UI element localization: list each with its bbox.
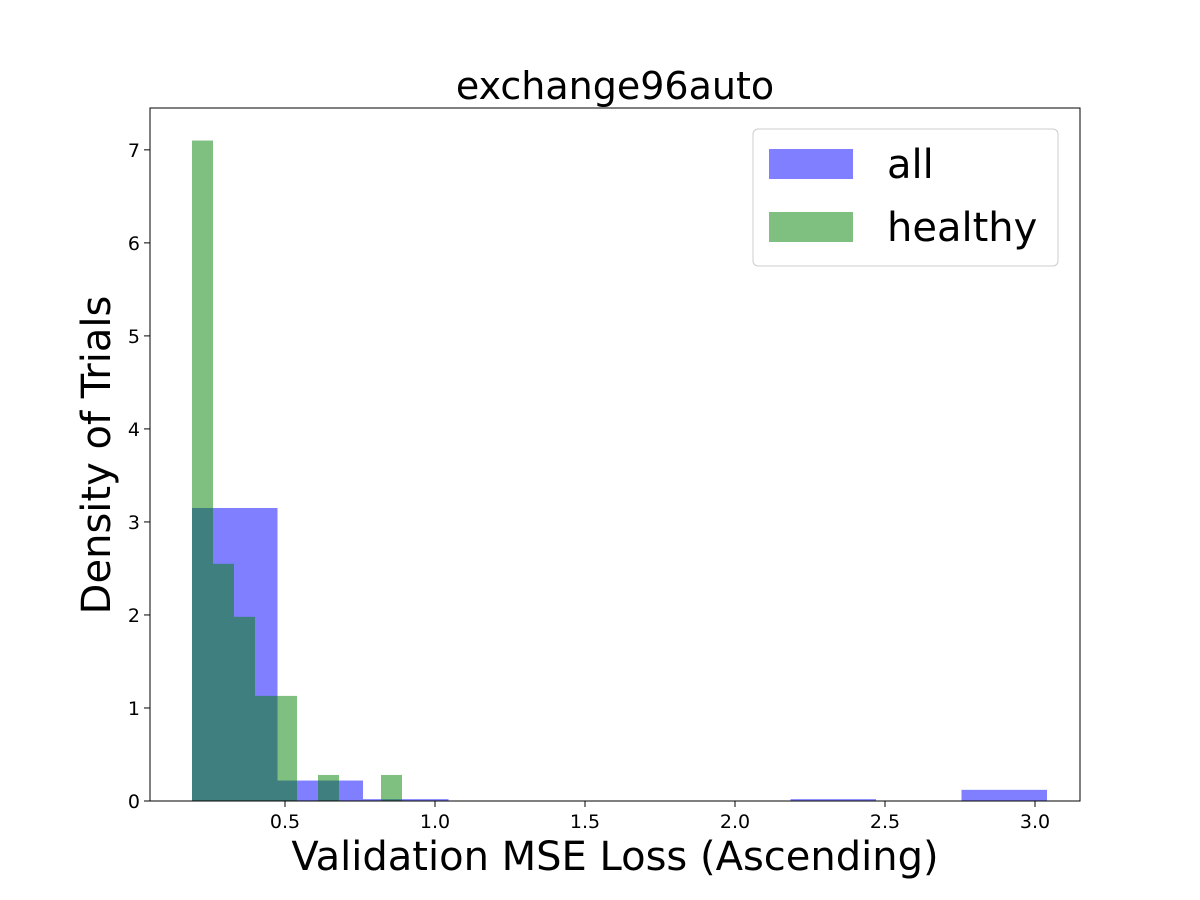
legend-swatch-healthy	[769, 212, 853, 242]
y-tick-label: 5	[128, 326, 140, 348]
bar-healthy-0	[192, 140, 213, 801]
x-tick-label: 3.0	[1020, 811, 1050, 833]
y-axis-label: Density of Trials	[74, 296, 120, 615]
plot-frame	[149, 107, 1081, 802]
legend-label-all: all	[887, 142, 934, 188]
y-tick-label: 1	[128, 698, 140, 720]
y-tick-label: 2	[128, 605, 140, 627]
bar-healthy-6	[318, 774, 339, 801]
y-axis: 0 1 2 3 4 5 6 7	[128, 140, 150, 813]
x-axis-label: Validation MSE Loss (Ascending)	[291, 834, 938, 880]
y-tick-label: 3	[128, 512, 140, 534]
y-tick-label: 6	[128, 233, 140, 255]
x-tick-label: 1.0	[420, 811, 450, 833]
bar-all-2	[363, 799, 449, 801]
y-tick-label: 0	[128, 791, 140, 813]
bar-healthy-2	[234, 616, 255, 801]
x-tick-label: 1.5	[570, 811, 600, 833]
bars-layer	[192, 140, 1047, 801]
x-tick-label: 0.5	[270, 811, 300, 833]
legend-label-healthy: healthy	[887, 205, 1037, 251]
bar-healthy-1	[213, 563, 234, 801]
bar-all-7	[790, 799, 876, 801]
chart-title: exchange96auto	[456, 64, 774, 108]
bar-healthy-3	[255, 695, 276, 801]
x-tick-label: 2.5	[870, 811, 900, 833]
x-tick-label: 2.0	[720, 811, 750, 833]
y-tick-label: 7	[128, 140, 140, 162]
x-axis: 0.5 1.0 1.5 2.0 2.5 3.0	[270, 801, 1050, 833]
bar-healthy-4	[276, 695, 297, 801]
legend-swatch-all	[769, 149, 853, 179]
y-tick-label: 4	[128, 419, 140, 441]
bar-healthy-9	[381, 774, 402, 801]
bar-all-9	[961, 789, 1047, 801]
legend: all healthy	[752, 128, 1059, 267]
